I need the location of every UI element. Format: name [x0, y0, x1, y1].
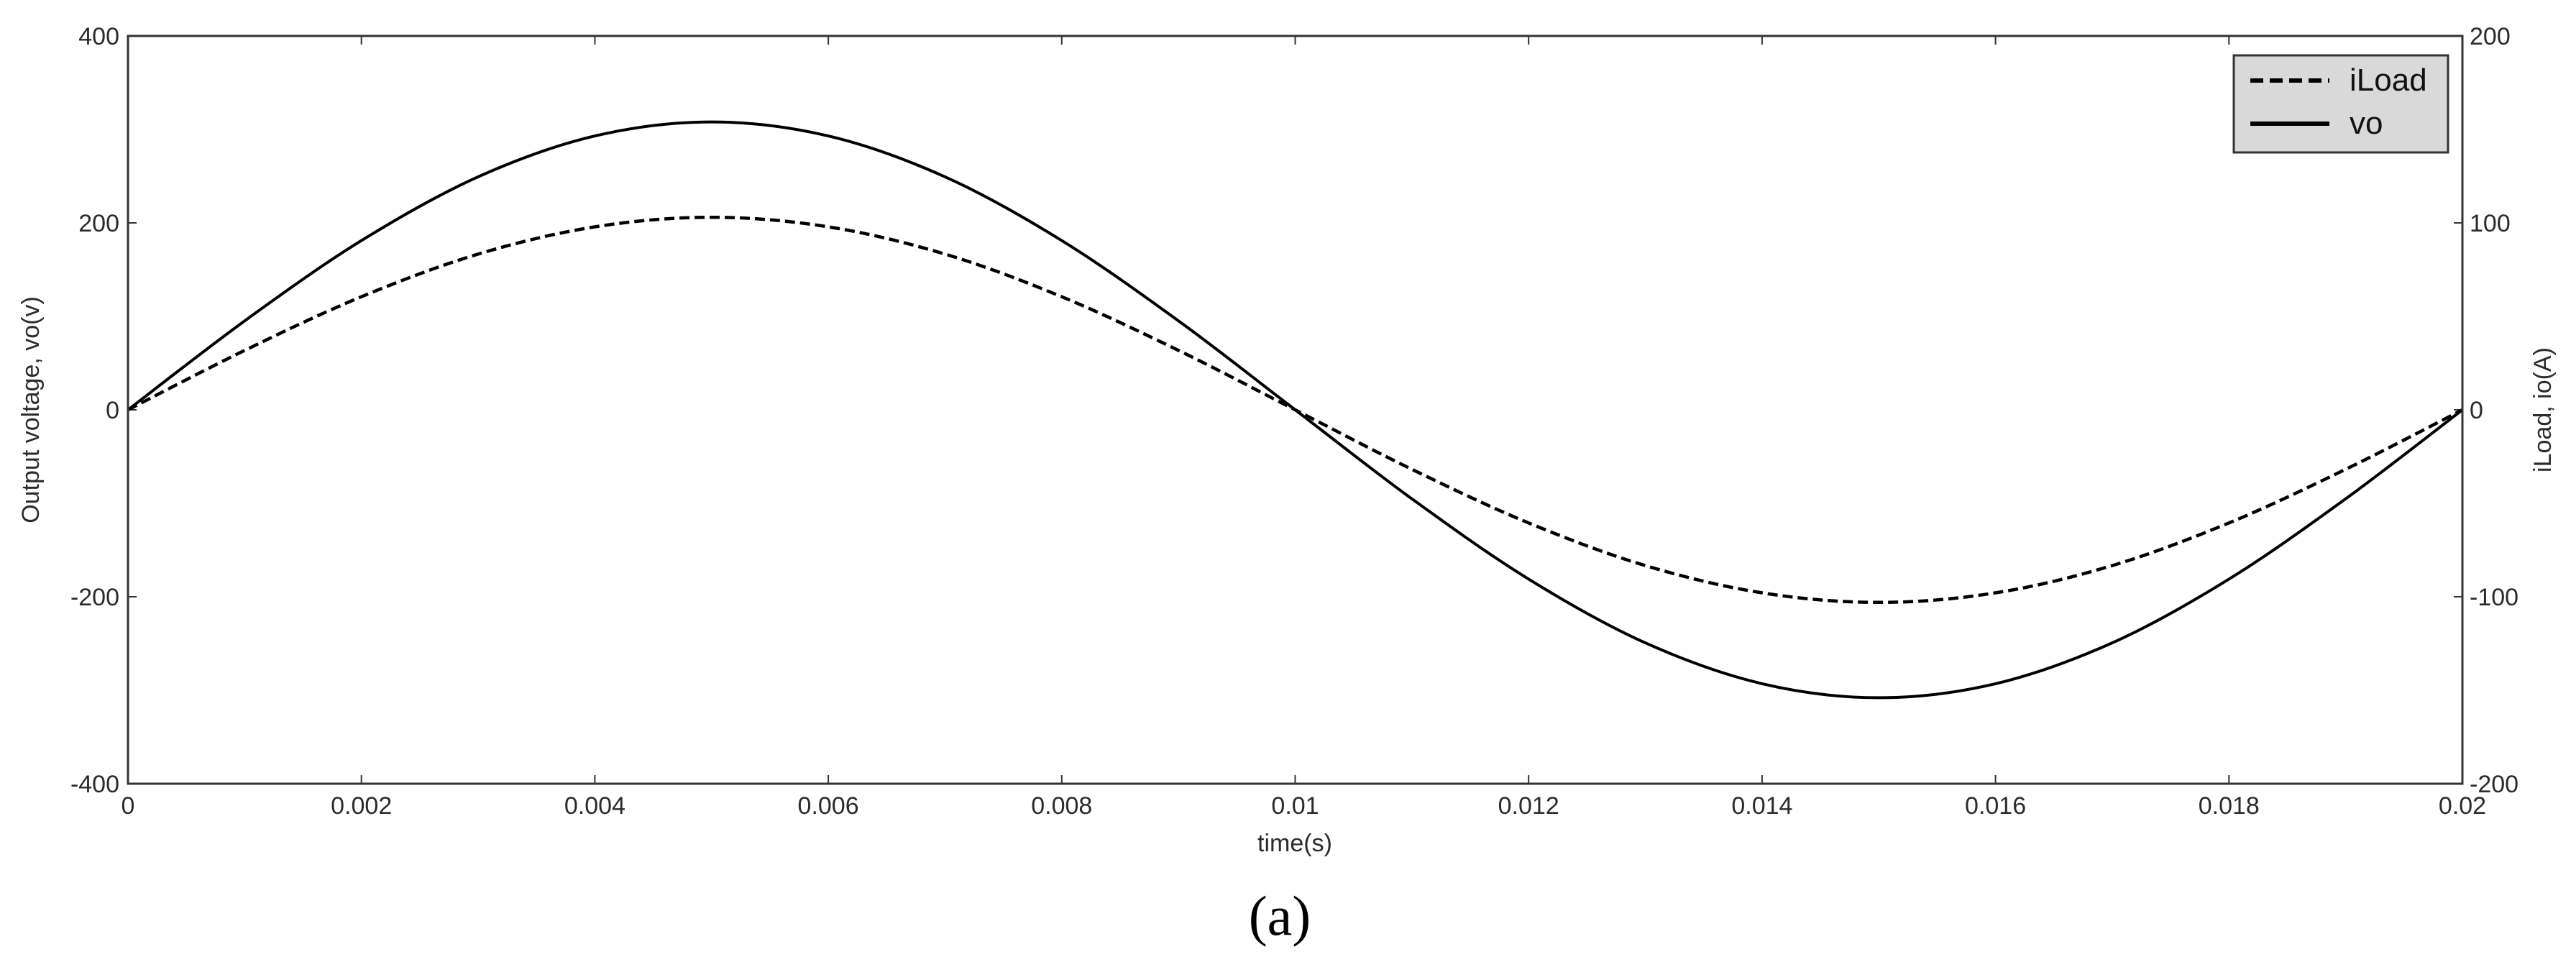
y-left-tick-label: -400	[70, 771, 119, 798]
x-tick-label: 0.008	[1031, 792, 1092, 820]
y-right-tick-label: -200	[2470, 771, 2518, 798]
ticks-layer: 0 0.002 0.004 0.006 0.008 0.01 0.012 0.014 0.016…	[70, 23, 2518, 820]
x-tick-label: 0	[122, 792, 135, 820]
x-tick-label: 0.014	[1731, 792, 1792, 820]
y-right-tick-label: 100	[2470, 210, 2511, 237]
y-left-tick-label: 0	[106, 397, 119, 424]
panel-label: (a)	[1249, 884, 1311, 947]
x-tick-label: 0.01	[1271, 792, 1319, 820]
series-layer	[127, 120, 2464, 700]
y-left-tick-label: -200	[70, 584, 119, 611]
y-axis-left-label: Output voltage, vo(v)	[17, 296, 45, 523]
series-line-vo	[127, 120, 2464, 700]
y-right-tick-label: -100	[2470, 584, 2518, 611]
x-tick-label: 0.016	[1965, 792, 2026, 820]
y-axis-right-label: iLoad, io(A)	[2529, 347, 2557, 472]
legend: iLoad vo	[2232, 54, 2449, 154]
x-tick-label: 0.006	[798, 792, 859, 820]
x-tick-label: 0.004	[564, 792, 625, 820]
x-tick-label: 0.02	[2439, 792, 2486, 820]
y-left-tick-label: 200	[78, 210, 119, 237]
legend-label-iload: iLoad	[2350, 63, 2427, 98]
y-right-tick-label: 200	[2470, 23, 2511, 50]
y-right-tick-label: 0	[2470, 397, 2483, 424]
legend-box	[2232, 54, 2449, 154]
x-tick-label: 0.012	[1498, 792, 1559, 820]
legend-label-vo: vo	[2350, 106, 2383, 141]
x-tick-label: 0.002	[331, 792, 392, 820]
y-left-tick-label: 400	[78, 23, 119, 50]
x-axis-label: time(s)	[1257, 830, 1332, 857]
plot-frame	[127, 35, 2464, 785]
x-tick-label: 0.018	[2199, 792, 2260, 820]
